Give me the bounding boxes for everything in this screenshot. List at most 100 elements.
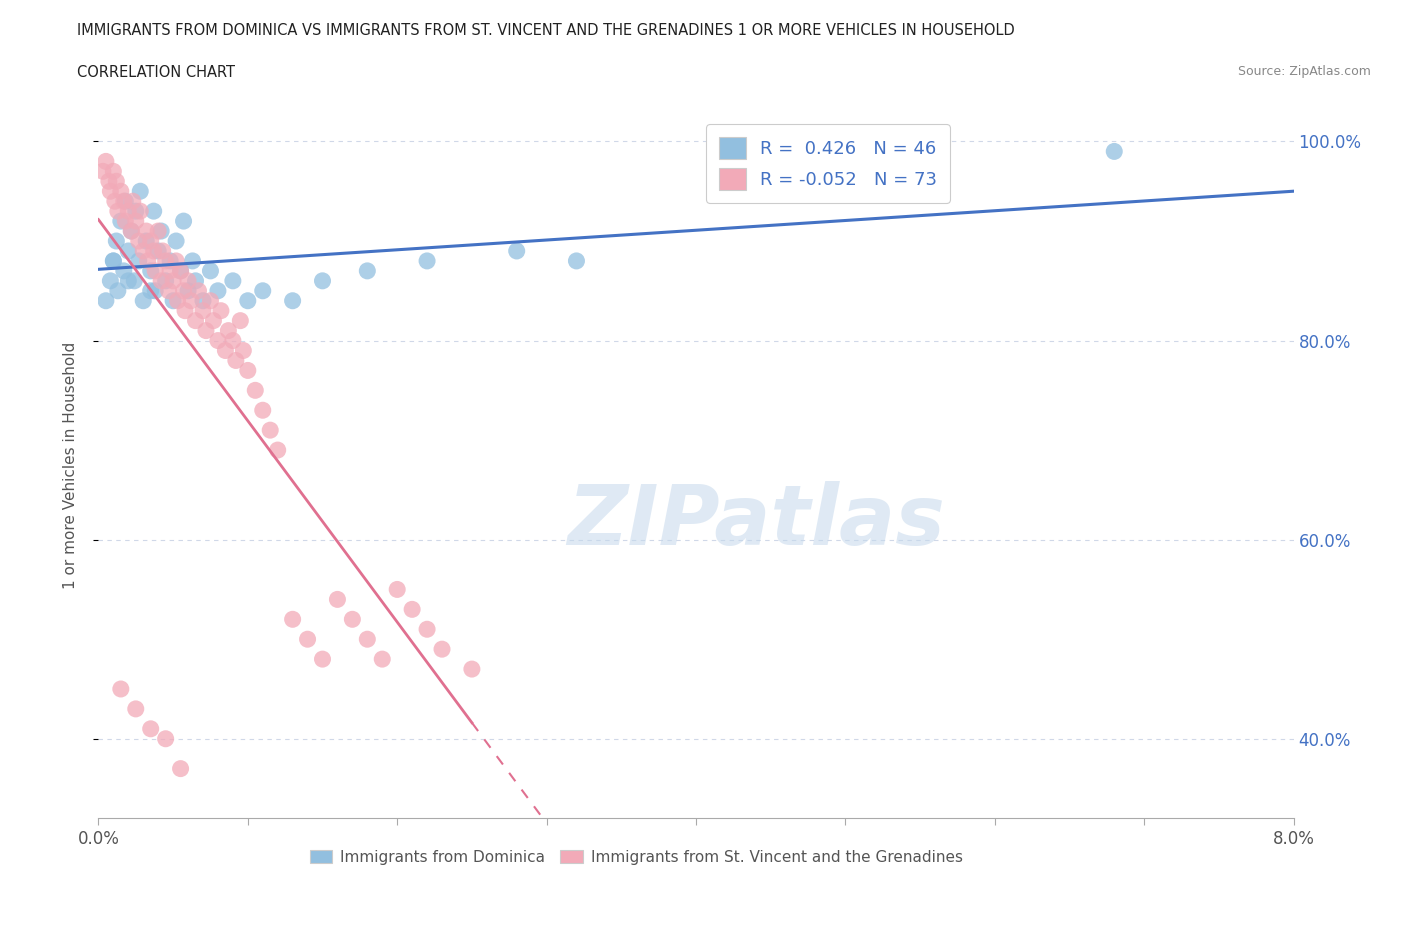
Point xyxy=(236,363,259,378)
Point xyxy=(165,254,187,269)
Point xyxy=(110,184,132,199)
Point xyxy=(135,233,157,248)
Point xyxy=(105,233,128,248)
Point xyxy=(143,263,166,278)
Point xyxy=(401,602,423,617)
Point xyxy=(148,223,170,238)
Point xyxy=(104,193,127,208)
Point xyxy=(356,631,378,646)
Point xyxy=(150,273,173,288)
Point xyxy=(129,204,152,219)
Text: Source: ZipAtlas.com: Source: ZipAtlas.com xyxy=(1237,65,1371,78)
Point xyxy=(91,164,114,179)
Point xyxy=(125,701,148,716)
Point xyxy=(162,293,184,308)
Point xyxy=(162,273,184,288)
Point xyxy=(110,214,132,229)
Point xyxy=(259,423,281,438)
Point xyxy=(124,273,146,288)
Y-axis label: 1 or more Vehicles in Household: 1 or more Vehicles in Household xyxy=(63,341,77,589)
Point xyxy=(148,244,170,259)
Text: CORRELATION CHART: CORRELATION CHART xyxy=(77,65,235,80)
Point xyxy=(157,284,180,299)
Point xyxy=(281,612,304,627)
Point xyxy=(311,652,333,667)
Point xyxy=(385,582,409,597)
Point xyxy=(155,731,177,746)
Text: IMMIGRANTS FROM DOMINICA VS IMMIGRANTS FROM ST. VINCENT AND THE GRENADINES 1 OR : IMMIGRANTS FROM DOMINICA VS IMMIGRANTS F… xyxy=(77,23,1015,38)
Point xyxy=(103,164,125,179)
Point xyxy=(155,273,177,288)
Point xyxy=(202,313,225,328)
Point xyxy=(174,303,197,318)
Point xyxy=(129,184,152,199)
Text: ZIPatlas: ZIPatlas xyxy=(567,481,945,562)
Point xyxy=(169,263,191,278)
Point xyxy=(128,233,150,248)
Point xyxy=(110,682,132,697)
Point xyxy=(416,254,439,269)
Point xyxy=(132,244,155,259)
Point xyxy=(371,652,394,667)
Point xyxy=(166,293,188,308)
Legend: Immigrants from Dominica, Immigrants from St. Vincent and the Grenadines: Immigrants from Dominica, Immigrants fro… xyxy=(304,844,969,870)
Point xyxy=(565,254,588,269)
Point xyxy=(177,284,200,299)
Point xyxy=(222,273,245,288)
Point xyxy=(209,303,232,318)
Point xyxy=(245,383,267,398)
Point xyxy=(217,323,239,338)
Point xyxy=(281,293,304,308)
Point xyxy=(187,284,209,299)
Point xyxy=(136,254,159,269)
Point xyxy=(142,244,165,259)
Point xyxy=(177,273,200,288)
Point xyxy=(326,592,349,607)
Point xyxy=(207,284,229,299)
Point xyxy=(114,193,136,208)
Point xyxy=(117,244,139,259)
Point xyxy=(107,284,129,299)
Point xyxy=(142,204,165,219)
Point xyxy=(125,214,148,229)
Point xyxy=(236,293,259,308)
Point xyxy=(114,214,136,229)
Point xyxy=(191,293,214,308)
Point xyxy=(117,273,139,288)
Point xyxy=(252,284,274,299)
Point xyxy=(191,303,214,318)
Point xyxy=(155,254,177,269)
Point xyxy=(252,403,274,418)
Point xyxy=(112,193,135,208)
Point xyxy=(195,323,218,338)
Point xyxy=(139,233,162,248)
Point xyxy=(120,223,142,238)
Point xyxy=(125,204,148,219)
Point xyxy=(121,193,143,208)
Point xyxy=(103,254,125,269)
Point xyxy=(152,244,174,259)
Point xyxy=(132,293,155,308)
Point xyxy=(229,313,252,328)
Point xyxy=(120,223,142,238)
Point xyxy=(135,223,157,238)
Point xyxy=(222,333,245,348)
Point xyxy=(200,263,222,278)
Point xyxy=(181,254,204,269)
Point xyxy=(165,233,187,248)
Point xyxy=(430,642,453,657)
Point xyxy=(105,174,128,189)
Point xyxy=(1104,144,1126,159)
Point xyxy=(225,353,247,368)
Point xyxy=(200,293,222,308)
Point xyxy=(342,612,364,627)
Point xyxy=(180,293,202,308)
Point xyxy=(98,273,122,288)
Point xyxy=(143,284,166,299)
Point xyxy=(506,244,529,259)
Point xyxy=(159,254,181,269)
Point xyxy=(356,263,378,278)
Point xyxy=(139,263,162,278)
Point xyxy=(173,284,195,299)
Point xyxy=(94,154,117,169)
